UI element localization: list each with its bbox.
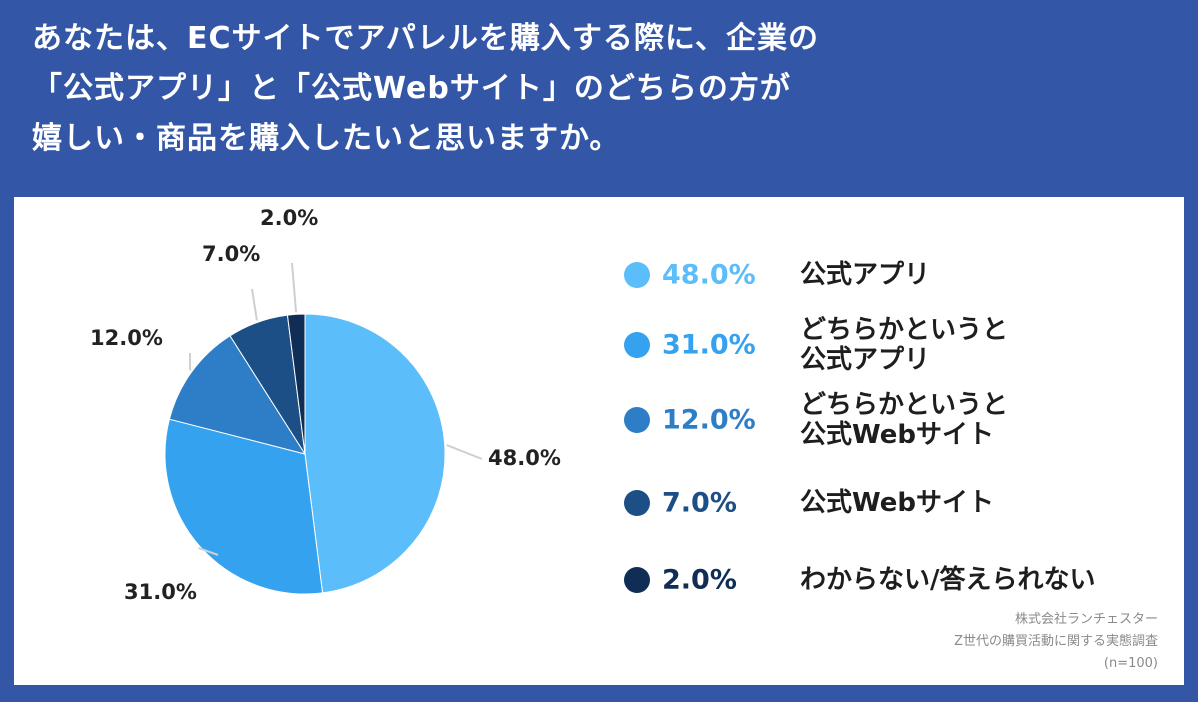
pie-slice-1 <box>304 313 446 594</box>
source-sample-size: (n=100) <box>1103 656 1158 671</box>
data-label-1: 48.0% <box>488 446 561 470</box>
legend-item-3: 12.0% どちらかというと 公式Webサイト <box>620 390 1160 450</box>
data-label-2: 31.0% <box>124 580 197 604</box>
legend-item-1: 48.0% 公式アプリ <box>620 245 1160 305</box>
source-company: 株式会社ランチェスター <box>1014 612 1158 627</box>
leader-line-5 <box>291 262 298 313</box>
leader-line-4 <box>251 288 258 321</box>
source-survey: Z世代の購買活動に関する実態調査 <box>954 634 1158 649</box>
legend-label-line: わからない/答えられない <box>800 565 1096 595</box>
pie-slice-5 <box>286 313 306 455</box>
legend-label-line: どちらかというと <box>800 315 1009 345</box>
legend-percent: 7.0% <box>662 487 737 519</box>
leader-line-1 <box>446 444 483 460</box>
legend-label: 公式アプリ <box>800 260 930 290</box>
legend-label-line: 公式Webサイト <box>800 420 994 450</box>
data-label-4: 7.0% <box>202 242 260 266</box>
pie-chart: 48.0% 31.0% 12.0% 7.0%2.0% <box>90 206 561 604</box>
source-note: 株式会社ランチェスター Z世代の購買活動に関する実態調査 (n=100) <box>954 609 1158 675</box>
chart-title: あなたは、ECサイトでアパレルを購入する際に、企業の 「公式アプリ」と「公式We… <box>32 14 1172 164</box>
legend-item-4: 7.0% 公式Webサイト <box>620 473 1160 533</box>
legend-percent: 48.0% <box>662 259 756 291</box>
legend-label: わからない/答えられない <box>800 565 1096 595</box>
legend-label-line: どちらかというと <box>800 390 1009 420</box>
legend-label-line: 公式アプリ <box>800 345 931 375</box>
legend-dot-icon <box>624 332 650 358</box>
legend-dot-icon <box>624 567 650 593</box>
legend-label: どちらかというと 公式Webサイト <box>800 390 1008 450</box>
data-label-5: 2.0% <box>260 206 318 230</box>
legend-label: どちらかというと 公式アプリ <box>800 315 1008 375</box>
chart-panel: 48.0% 31.0% 12.0% 7.0% 2.0% 48.0% 公式アプリ 31.0% ど… <box>14 197 1184 685</box>
title-line-1: あなたは、ECサイトでアパレルを購入する際に、企業の <box>32 21 820 56</box>
legend-dot-icon <box>624 262 650 288</box>
title-line-3: 嬉しい・商品を購入したいと思いますか。 <box>32 121 621 156</box>
title-line-2: 「公式アプリ」と「公式Webサイト」のどちらの方が <box>32 71 791 106</box>
legend-percent: 12.0% <box>662 404 756 436</box>
legend-percent: 2.0% <box>662 564 737 596</box>
data-label-3: 12.0% <box>90 326 163 350</box>
legend-label-line: 公式アプリ <box>800 260 931 290</box>
legend-label: 公式Webサイト <box>800 488 994 518</box>
pie-slice-3 <box>168 335 307 455</box>
legend-percent: 31.0% <box>662 329 756 361</box>
leader-line-2 <box>198 546 219 556</box>
legend-dot-icon <box>624 490 650 516</box>
legend-item-5: 2.0% わからない/答えられない <box>620 550 1160 610</box>
legend-dot-icon <box>624 407 650 433</box>
legend-label-line: 公式Webサイト <box>800 488 994 518</box>
legend-item-2: 31.0% どちらかというと 公式アプリ <box>620 315 1160 375</box>
